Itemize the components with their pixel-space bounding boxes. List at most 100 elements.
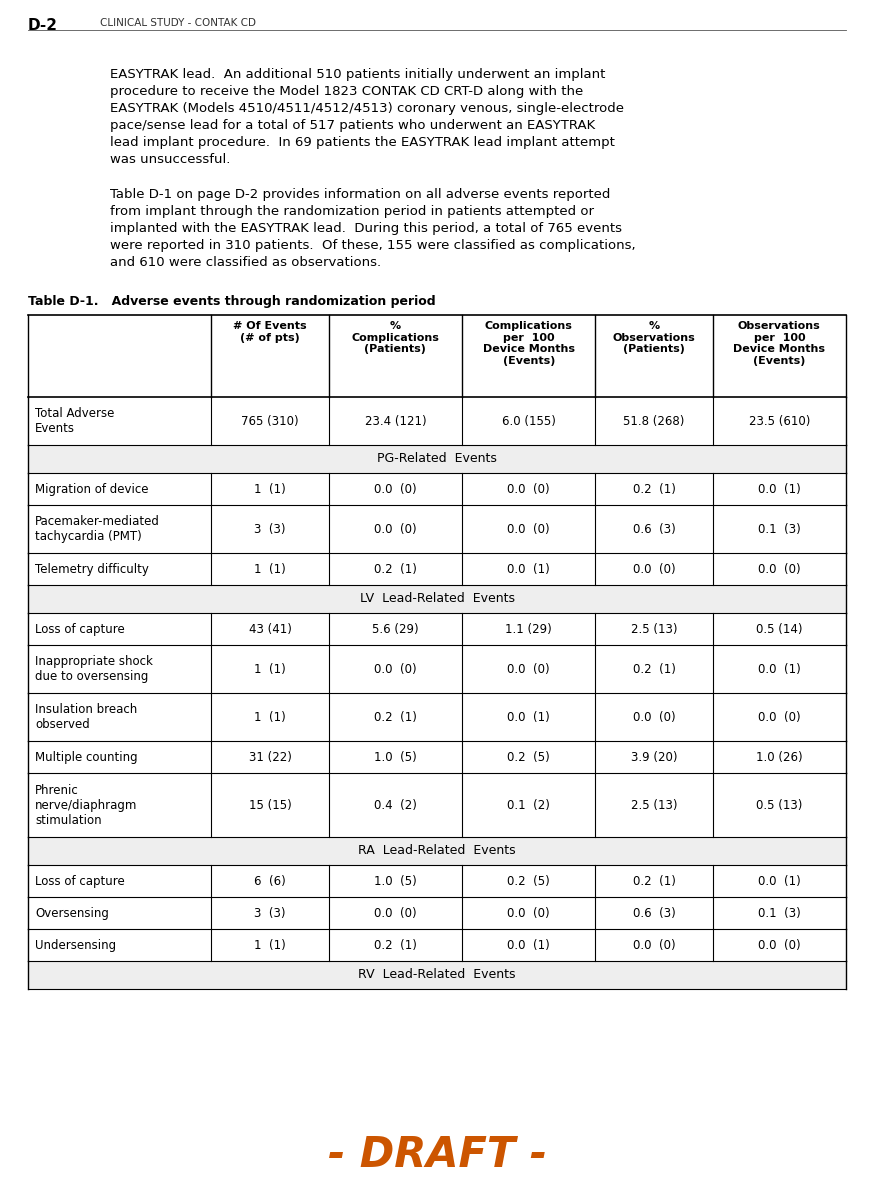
Text: 1  (1): 1 (1) xyxy=(254,938,286,952)
Bar xyxy=(28,445,846,473)
Text: 0.5 (14): 0.5 (14) xyxy=(756,622,802,635)
Text: 1.0  (5): 1.0 (5) xyxy=(374,874,417,887)
Text: RV  Lead-Related  Events: RV Lead-Related Events xyxy=(358,968,516,981)
Bar xyxy=(28,585,846,613)
Text: EASYTRAK lead.  An additional 510 patients initially underwent an implant: EASYTRAK lead. An additional 510 patient… xyxy=(110,68,606,81)
Text: 1  (1): 1 (1) xyxy=(254,710,286,724)
Text: 765 (310): 765 (310) xyxy=(241,414,299,427)
Text: was unsuccessful.: was unsuccessful. xyxy=(110,153,231,166)
Text: 1.0 (26): 1.0 (26) xyxy=(756,751,802,763)
Text: 0.2  (1): 0.2 (1) xyxy=(374,562,417,576)
Text: D-2: D-2 xyxy=(28,18,58,33)
Text: PG-Related  Events: PG-Related Events xyxy=(377,453,497,466)
Text: 0.0  (0): 0.0 (0) xyxy=(508,523,550,535)
Text: 0.0  (0): 0.0 (0) xyxy=(508,906,550,919)
Bar xyxy=(28,837,846,864)
Text: 31 (22): 31 (22) xyxy=(249,751,292,763)
Text: 0.0  (0): 0.0 (0) xyxy=(508,663,550,676)
Text: 0.0  (1): 0.0 (1) xyxy=(507,562,550,576)
Text: Inappropriate shock
due to oversensing: Inappropriate shock due to oversensing xyxy=(35,656,153,683)
Text: Loss of capture: Loss of capture xyxy=(35,622,125,635)
Text: procedure to receive the Model 1823 CONTAK CD CRT-D along with the: procedure to receive the Model 1823 CONT… xyxy=(110,85,583,98)
Text: Phrenic
nerve/diaphragm
stimulation: Phrenic nerve/diaphragm stimulation xyxy=(35,783,137,826)
Text: 1  (1): 1 (1) xyxy=(254,663,286,676)
Text: 2.5 (13): 2.5 (13) xyxy=(631,799,677,812)
Text: 0.2  (1): 0.2 (1) xyxy=(374,710,417,724)
Text: 0.0  (0): 0.0 (0) xyxy=(374,523,417,535)
Text: # Of Events
(# of pts): # Of Events (# of pts) xyxy=(233,321,307,343)
Text: 5.6 (29): 5.6 (29) xyxy=(372,622,419,635)
Text: Migration of device: Migration of device xyxy=(35,482,149,496)
Text: Loss of capture: Loss of capture xyxy=(35,874,125,887)
Text: 1.0  (5): 1.0 (5) xyxy=(374,751,417,763)
Text: 6.0 (155): 6.0 (155) xyxy=(502,414,556,427)
Text: 0.0  (0): 0.0 (0) xyxy=(633,562,676,576)
Text: 0.4  (2): 0.4 (2) xyxy=(374,799,417,812)
Text: 0.0  (1): 0.0 (1) xyxy=(758,482,801,496)
Text: Undersensing: Undersensing xyxy=(35,938,116,952)
Text: 0.0  (0): 0.0 (0) xyxy=(374,482,417,496)
Text: 0.5 (13): 0.5 (13) xyxy=(756,799,802,812)
Text: - DRAFT -: - DRAFT - xyxy=(328,1134,546,1176)
Text: were reported in 310 patients.  Of these, 155 were classified as complications,: were reported in 310 patients. Of these,… xyxy=(110,239,635,252)
Text: 0.0  (0): 0.0 (0) xyxy=(374,906,417,919)
Text: 0.2  (5): 0.2 (5) xyxy=(507,874,550,887)
Text: 1  (1): 1 (1) xyxy=(254,482,286,496)
Text: Complications
per  100
Device Months
(Events): Complications per 100 Device Months (Eve… xyxy=(482,321,575,365)
Text: 2.5 (13): 2.5 (13) xyxy=(631,622,677,635)
Text: 0.0  (0): 0.0 (0) xyxy=(508,482,550,496)
Text: Table D-1.   Adverse events through randomization period: Table D-1. Adverse events through random… xyxy=(28,295,435,308)
Text: 0.0  (0): 0.0 (0) xyxy=(758,562,801,576)
Text: RA  Lead-Related  Events: RA Lead-Related Events xyxy=(358,844,516,857)
Text: 0.0  (0): 0.0 (0) xyxy=(633,938,676,952)
Text: 23.4 (121): 23.4 (121) xyxy=(364,414,427,427)
Text: 0.0  (0): 0.0 (0) xyxy=(374,663,417,676)
Text: 3.9 (20): 3.9 (20) xyxy=(631,751,677,763)
Text: 0.2  (1): 0.2 (1) xyxy=(374,938,417,952)
Text: Insulation breach
observed: Insulation breach observed xyxy=(35,703,137,731)
Text: 3  (3): 3 (3) xyxy=(254,906,286,919)
Text: Total Adverse
Events: Total Adverse Events xyxy=(35,407,114,435)
Text: from implant through the randomization period in patients attempted or: from implant through the randomization p… xyxy=(110,205,594,219)
Text: 23.5 (610): 23.5 (610) xyxy=(749,414,810,427)
Text: 0.1  (3): 0.1 (3) xyxy=(758,523,801,535)
Text: and 610 were classified as observations.: and 610 were classified as observations. xyxy=(110,256,381,269)
Text: 0.1  (3): 0.1 (3) xyxy=(758,906,801,919)
Text: 0.0  (0): 0.0 (0) xyxy=(758,938,801,952)
Text: 3  (3): 3 (3) xyxy=(254,523,286,535)
Text: 0.6  (3): 0.6 (3) xyxy=(633,523,676,535)
Text: 15 (15): 15 (15) xyxy=(249,799,291,812)
Bar xyxy=(28,961,846,989)
Text: Multiple counting: Multiple counting xyxy=(35,751,137,763)
Text: 0.6  (3): 0.6 (3) xyxy=(633,906,676,919)
Text: 0.2  (1): 0.2 (1) xyxy=(633,482,676,496)
Text: EASYTRAK (Models 4510/4511/4512/4513) coronary venous, single-electrode: EASYTRAK (Models 4510/4511/4512/4513) co… xyxy=(110,101,624,115)
Text: LV  Lead-Related  Events: LV Lead-Related Events xyxy=(359,592,515,605)
Text: lead implant procedure.  In 69 patients the EASYTRAK lead implant attempt: lead implant procedure. In 69 patients t… xyxy=(110,136,615,149)
Text: 1.1 (29): 1.1 (29) xyxy=(505,622,552,635)
Text: %
Complications
(Patients): % Complications (Patients) xyxy=(351,321,440,355)
Text: implanted with the EASYTRAK lead.  During this period, a total of 765 events: implanted with the EASYTRAK lead. During… xyxy=(110,222,622,235)
Text: %
Observations
(Patients): % Observations (Patients) xyxy=(613,321,696,355)
Text: 51.8 (268): 51.8 (268) xyxy=(623,414,684,427)
Text: 0.0  (1): 0.0 (1) xyxy=(758,663,801,676)
Text: Pacemaker-mediated
tachycardia (PMT): Pacemaker-mediated tachycardia (PMT) xyxy=(35,515,160,543)
Text: 0.1  (2): 0.1 (2) xyxy=(507,799,550,812)
Text: 1  (1): 1 (1) xyxy=(254,562,286,576)
Text: Table D-1 on page D-2 provides information on all adverse events reported: Table D-1 on page D-2 provides informati… xyxy=(110,187,610,201)
Text: 0.2  (1): 0.2 (1) xyxy=(633,874,676,887)
Text: 6  (6): 6 (6) xyxy=(254,874,286,887)
Text: Telemetry difficulty: Telemetry difficulty xyxy=(35,562,149,576)
Text: Observations
per  100
Device Months
(Events): Observations per 100 Device Months (Even… xyxy=(733,321,825,365)
Text: 0.0  (0): 0.0 (0) xyxy=(633,710,676,724)
Text: 0.2  (5): 0.2 (5) xyxy=(507,751,550,763)
Text: CLINICAL STUDY - CONTAK CD: CLINICAL STUDY - CONTAK CD xyxy=(100,18,256,27)
Text: Oversensing: Oversensing xyxy=(35,906,109,919)
Text: 0.0  (1): 0.0 (1) xyxy=(758,874,801,887)
Text: 0.0  (0): 0.0 (0) xyxy=(758,710,801,724)
Text: 0.0  (1): 0.0 (1) xyxy=(507,938,550,952)
Text: 43 (41): 43 (41) xyxy=(249,622,292,635)
Text: 0.0  (1): 0.0 (1) xyxy=(507,710,550,724)
Text: pace/sense lead for a total of 517 patients who underwent an EASYTRAK: pace/sense lead for a total of 517 patie… xyxy=(110,119,595,133)
Text: 0.2  (1): 0.2 (1) xyxy=(633,663,676,676)
